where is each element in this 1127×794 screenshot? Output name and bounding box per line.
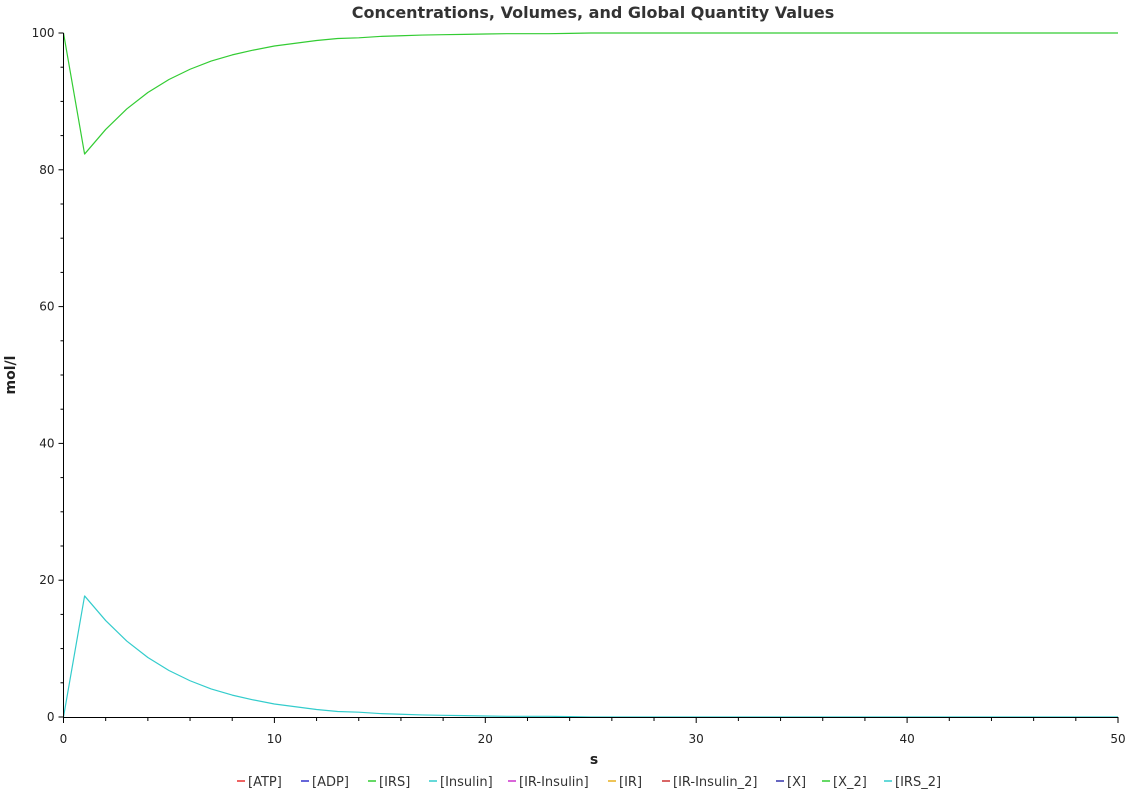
x-tick-label: 40 (899, 732, 914, 746)
x-tick-label: 0 (60, 732, 68, 746)
legend-label: [Insulin] (440, 775, 493, 790)
legend-label: [X] (787, 775, 806, 790)
legend-label: [ADP] (312, 775, 349, 790)
y-tick-label: 40 (39, 436, 54, 450)
x-axis-title: s (590, 752, 598, 768)
series-line-insulin (62, 595, 1118, 718)
x-tick-label: 30 (689, 732, 704, 746)
chart-title: Concentrations, Volumes, and Global Quan… (352, 3, 835, 22)
legend-label: [X_2] (833, 775, 867, 790)
y-axis-title: mol/l (3, 356, 19, 395)
x-axis-ticks: 0 10 20 30 40 50 (60, 717, 1126, 746)
series-line-irs (62, 32, 1118, 155)
y-axis-ticks: 0 20 40 60 80 100 (32, 26, 64, 724)
x-tick-label: 50 (1110, 732, 1125, 746)
legend: [ATP] [ADP] [IRS] [Insulin] [IR-Insulin] [IR]… (237, 775, 941, 790)
y-tick-label: 100 (32, 26, 55, 40)
x-tick-label: 10 (267, 732, 282, 746)
y-tick-label: 80 (39, 163, 54, 177)
y-tick-label: 20 (39, 573, 54, 587)
y-tick-label: 0 (47, 710, 55, 724)
legend-label: [IR] (619, 775, 642, 790)
legend-label: [ATP] (248, 775, 282, 790)
legend-label: [IR-Insulin_2] (673, 775, 758, 790)
plot-area (62, 32, 1118, 718)
legend-label: [IRS_2] (895, 775, 941, 790)
x-tick-label: 20 (478, 732, 493, 746)
y-tick-label: 60 (39, 300, 54, 314)
legend-label: [IRS] (379, 775, 410, 790)
legend-label: [IR-Insulin] (519, 775, 589, 790)
